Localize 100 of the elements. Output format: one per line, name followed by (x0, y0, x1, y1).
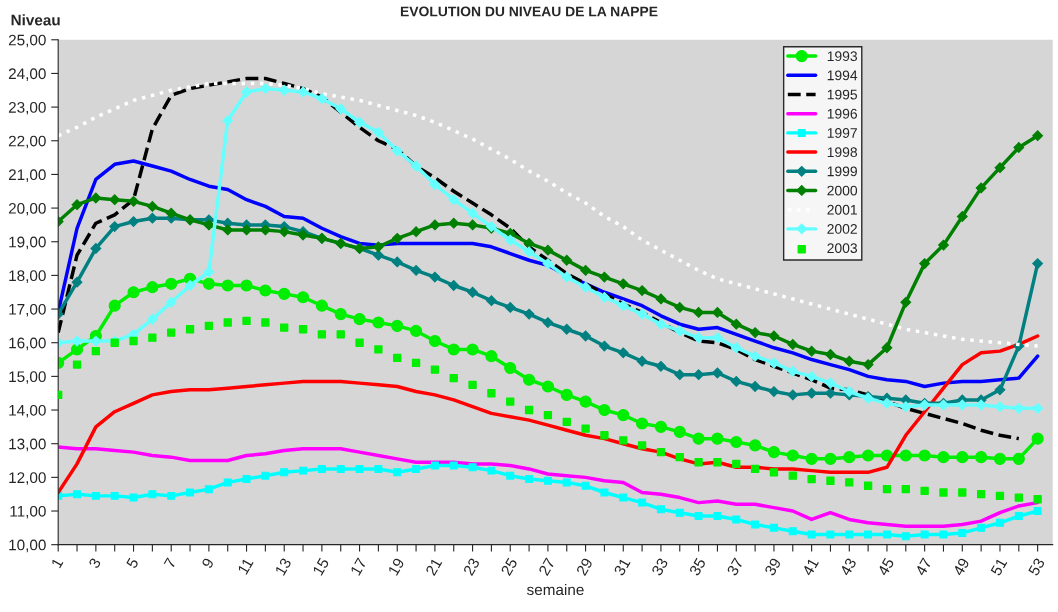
point (317, 464, 326, 473)
point (523, 246, 535, 258)
point (864, 530, 873, 539)
point (524, 405, 534, 415)
point (223, 478, 232, 487)
point (956, 451, 969, 464)
point (882, 530, 891, 539)
x-tick-label: 11 (237, 557, 254, 575)
point (995, 491, 1005, 501)
point (165, 207, 177, 219)
point (711, 432, 724, 445)
point (899, 449, 912, 462)
point (976, 490, 986, 499)
point (71, 199, 83, 211)
point (768, 330, 780, 342)
point (372, 316, 385, 329)
point (317, 330, 327, 339)
point (768, 386, 780, 397)
point (1013, 142, 1025, 153)
point (881, 342, 893, 354)
point (241, 224, 252, 236)
legend-label: 1999 (827, 166, 857, 177)
x-tick-label: 27 (538, 557, 556, 577)
point (221, 279, 234, 292)
point (617, 347, 629, 359)
point (637, 441, 647, 450)
x-tick-label: 15 (312, 557, 330, 576)
point (712, 367, 723, 379)
point (730, 342, 742, 354)
point (826, 476, 835, 485)
point (278, 84, 290, 96)
point (958, 488, 967, 497)
point (843, 355, 855, 367)
x-tick-label: 19 (387, 557, 405, 576)
x-axis-title: semaine (527, 583, 584, 596)
line-series (58, 159, 1040, 389)
point (675, 508, 684, 517)
point (787, 338, 799, 350)
point (788, 527, 797, 536)
point (638, 498, 647, 507)
legend-label: 1995 (827, 89, 858, 100)
point (72, 360, 82, 369)
point (374, 464, 383, 473)
point (1033, 495, 1042, 504)
x-tick-label: 41 (801, 557, 819, 577)
point (353, 313, 366, 326)
point (843, 386, 855, 397)
point (581, 424, 590, 433)
point (636, 355, 648, 367)
point (730, 435, 743, 449)
legend-label: 1993 (827, 51, 858, 62)
point (467, 219, 478, 231)
point (560, 388, 573, 401)
point (447, 343, 460, 356)
point (806, 345, 818, 357)
point (108, 299, 121, 312)
point (146, 281, 159, 294)
point (412, 464, 421, 473)
point (580, 330, 592, 342)
point (129, 336, 138, 346)
point (975, 182, 987, 194)
point (673, 425, 686, 438)
y-axis-title: Niveau (11, 14, 60, 26)
point (315, 299, 328, 312)
point (109, 221, 121, 233)
point (525, 475, 534, 484)
point (826, 530, 835, 539)
point (167, 328, 176, 337)
point (939, 530, 948, 539)
x-tick-label: 23 (462, 557, 481, 577)
point (713, 512, 722, 521)
point (654, 420, 667, 433)
point (148, 333, 157, 342)
x-tick-label: 33 (651, 557, 669, 577)
point (882, 484, 892, 494)
x-tick-label: 45 (877, 557, 895, 577)
point (504, 361, 517, 375)
x-tick-label: 37 (726, 557, 744, 577)
point (769, 468, 779, 477)
point (223, 318, 232, 327)
point (202, 277, 215, 290)
point (845, 478, 854, 487)
point (655, 360, 667, 372)
point (109, 194, 121, 206)
y-tick-label: 19,00 (9, 236, 46, 250)
x-tick-label: 49 (952, 557, 970, 577)
point (617, 278, 629, 290)
point (259, 284, 272, 297)
point (675, 452, 684, 462)
point (580, 281, 592, 293)
point (862, 359, 874, 371)
point (70, 343, 84, 356)
y-tick-label: 14,00 (9, 404, 46, 418)
point (579, 395, 592, 408)
point (354, 116, 365, 128)
point (334, 308, 347, 321)
point (523, 308, 535, 320)
point (787, 389, 799, 401)
point (335, 103, 347, 115)
point (807, 474, 816, 484)
